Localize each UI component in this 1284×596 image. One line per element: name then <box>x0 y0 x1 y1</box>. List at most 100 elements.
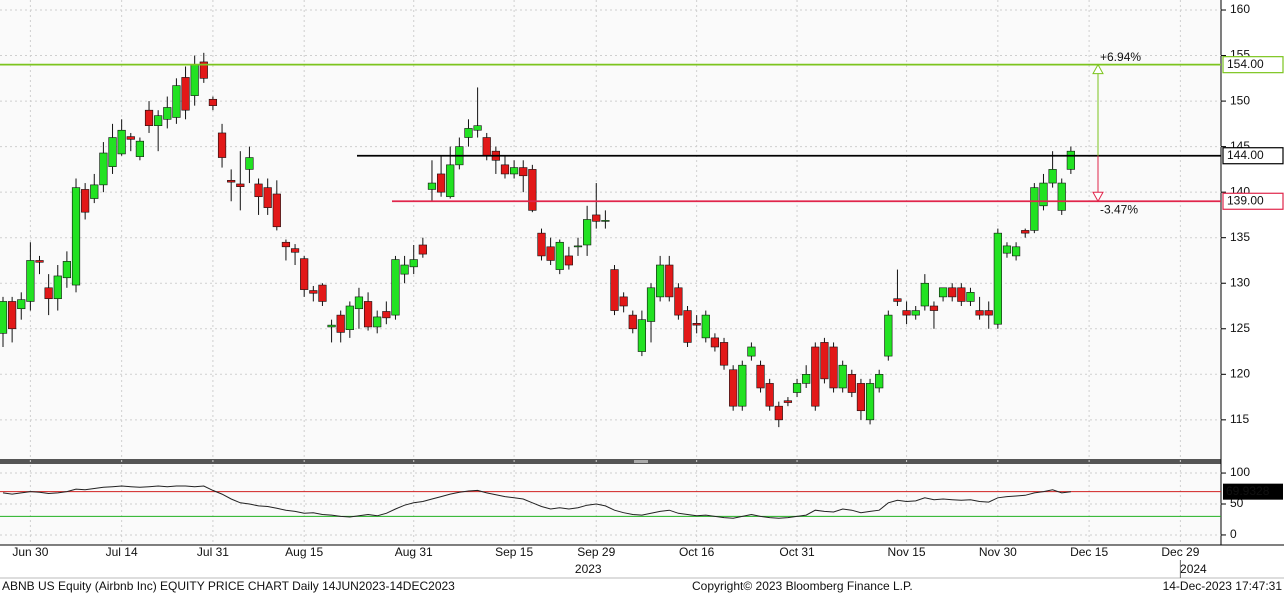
candle-body <box>464 128 473 138</box>
candle-body <box>692 323 701 326</box>
candle-body <box>811 346 820 407</box>
candle-body <box>555 241 564 270</box>
candle-body <box>665 264 674 298</box>
candle-body <box>1066 150 1075 170</box>
year-label: 2023 <box>575 562 602 576</box>
candle-body <box>500 164 510 175</box>
candle-body <box>199 61 208 79</box>
footer-copyright: Copyright© 2023 Bloomberg Finance L.P. <box>692 579 913 593</box>
candle-body <box>254 183 263 198</box>
x-tick-label: Nov 30 <box>979 545 1017 559</box>
x-tick-label: Sep 15 <box>495 545 533 559</box>
candle-body <box>281 241 291 248</box>
x-tick-label: Sep 29 <box>577 545 615 559</box>
level-label: 139.00 <box>1227 193 1264 207</box>
candle-body <box>190 64 199 96</box>
candle-body <box>929 305 939 311</box>
candle-body <box>318 284 327 302</box>
candle-body <box>993 232 1002 325</box>
arrow-head <box>1092 63 1104 75</box>
candle-body <box>81 189 90 213</box>
candle-body <box>637 319 646 352</box>
footer-title: ABNB US Equity (Airbnb Inc) EQUITY PRICE… <box>2 579 455 593</box>
candle-body <box>957 287 966 302</box>
candle-body <box>144 109 154 126</box>
candle-body <box>391 259 400 316</box>
candle-body <box>765 383 774 407</box>
x-tick-label: Jun 30 <box>12 545 48 559</box>
candle-body <box>984 310 993 316</box>
candle-body <box>108 137 117 167</box>
rsi-line <box>2 485 1071 519</box>
rsi-value-label: 69.9328 <box>1226 484 1270 498</box>
candle-body <box>893 298 902 302</box>
candle-body <box>619 296 628 307</box>
level-label-box <box>1222 147 1284 165</box>
y-tick-label: 125 <box>1230 321 1250 335</box>
candle-body <box>674 287 683 316</box>
candle-body <box>875 374 884 389</box>
candle-body <box>802 374 811 384</box>
y-tick-label: 150 <box>1230 93 1250 107</box>
candle-body <box>345 305 354 330</box>
candle-body <box>528 169 537 211</box>
x-tick-label: Jul 31 <box>197 545 229 559</box>
candle-body <box>181 77 190 111</box>
candle-body <box>1048 169 1057 184</box>
change-annotation: -3.47% <box>1100 202 1138 216</box>
year-label: 2024 <box>1180 562 1207 576</box>
candle-body <box>208 98 218 106</box>
candle-body <box>573 245 583 248</box>
candle-body <box>290 248 300 253</box>
candle-body <box>44 287 53 300</box>
candle-body <box>747 346 756 357</box>
y-tick-label: 120 <box>1230 366 1250 380</box>
x-tick-label: Dec 29 <box>1161 545 1199 559</box>
y-tick-label: 50 <box>1230 496 1244 510</box>
candle-body <box>865 383 875 421</box>
candle-body <box>938 287 948 298</box>
candle-body <box>300 258 309 290</box>
candle-body <box>53 275 62 300</box>
x-tick-label: Dec 15 <box>1070 545 1108 559</box>
candle-body <box>62 261 71 279</box>
candle-body <box>792 383 802 393</box>
candle-body <box>0 301 8 334</box>
footer-timestamp: 14-Dec-2023 17:47:31 <box>1163 579 1283 593</box>
candle-body <box>400 264 409 275</box>
candle-body <box>272 193 281 228</box>
candle-body <box>71 187 81 286</box>
y-tick-label: 135 <box>1230 230 1250 244</box>
candle-body <box>354 296 364 310</box>
candle-body <box>17 299 26 310</box>
candle-body <box>1011 246 1021 257</box>
candle-body <box>436 173 446 193</box>
x-tick-label: Oct 16 <box>679 545 715 559</box>
y-tick-label: 100 <box>1230 465 1250 479</box>
y-tick-label: 160 <box>1230 2 1250 16</box>
candle-body <box>683 310 692 343</box>
candle-body <box>446 164 455 198</box>
x-tick-label: Jul 14 <box>106 545 138 559</box>
candle-body <box>729 369 738 407</box>
candle-body <box>902 310 911 316</box>
x-tick-label: Aug 31 <box>395 545 433 559</box>
candle-body <box>920 282 929 307</box>
y-tick-label: 115 <box>1230 412 1249 426</box>
candle-body <box>564 255 573 266</box>
x-tick-label: Aug 15 <box>285 545 323 559</box>
candle-body <box>309 290 318 294</box>
candle-body <box>245 157 254 170</box>
candle-body <box>363 301 373 328</box>
candle-body <box>537 232 546 257</box>
separator-handle <box>634 460 648 463</box>
candle-body <box>610 269 619 311</box>
candle-body <box>592 214 601 222</box>
candle-body <box>99 152 108 186</box>
candle-body <box>966 292 975 302</box>
candle-body <box>583 219 592 246</box>
candle-body <box>783 400 793 403</box>
candle-body <box>719 342 729 366</box>
candle-body <box>519 167 528 177</box>
candle-body <box>546 246 555 261</box>
